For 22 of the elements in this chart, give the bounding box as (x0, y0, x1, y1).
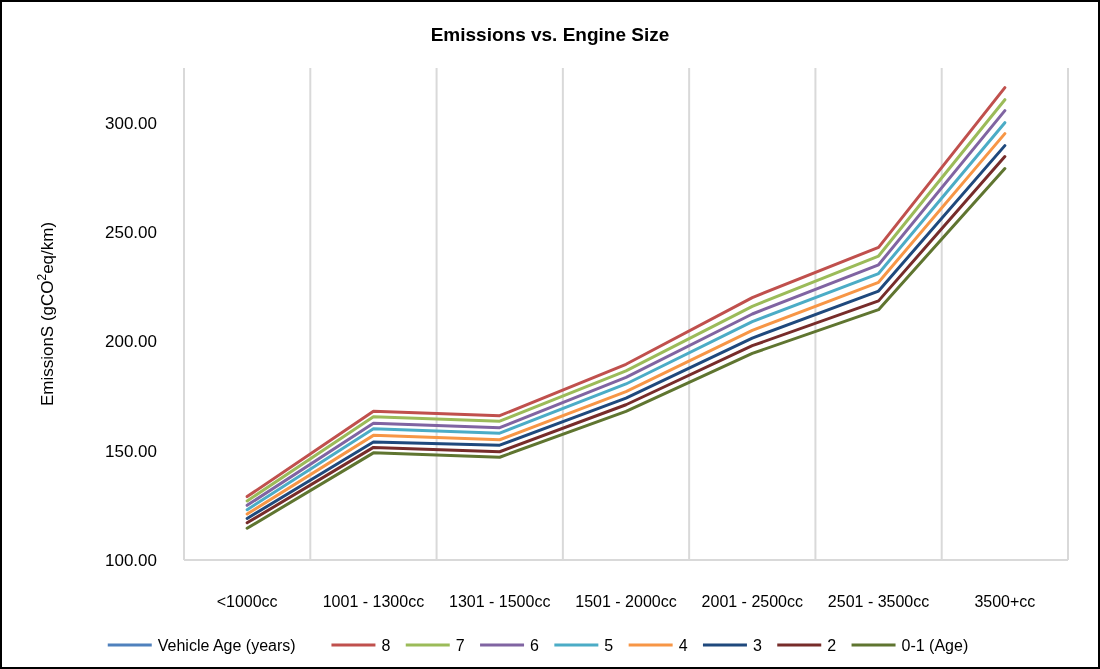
y-tick-label: 200.00 (105, 332, 157, 352)
legend-label: 0-1 (Age) (901, 636, 969, 654)
x-tick-label: 2001 - 2500cc (701, 593, 803, 610)
x-tick-label: 3500+cc (974, 593, 1036, 610)
legend-label: 8 (381, 636, 391, 654)
legend-label: 2 (827, 636, 837, 654)
x-tick-label: 1301 - 1500cc (449, 593, 551, 610)
chart-title: Emissions vs. Engine Size (430, 24, 670, 45)
legend-label: 3 (752, 636, 762, 654)
legend-label: 7 (455, 636, 465, 654)
x-tick-label: 1501 - 2000cc (575, 593, 677, 610)
legend-label: 4 (678, 636, 688, 654)
y-tick-label: 100.00 (105, 550, 157, 570)
legend-label: 6 (530, 636, 540, 654)
legend-label: Vehicle Age (years) (157, 636, 296, 654)
y-tick-label: 250.00 (105, 222, 157, 242)
x-tick-label: <1000cc (216, 593, 278, 610)
y-tick-label: 150.00 (105, 441, 157, 461)
y-tick-label: 300.00 (105, 113, 157, 133)
x-tick-label: 2501 - 3500cc (827, 593, 930, 610)
x-tick-label: 1001 - 1300cc (322, 593, 425, 610)
legend-label: 5 (604, 636, 614, 654)
